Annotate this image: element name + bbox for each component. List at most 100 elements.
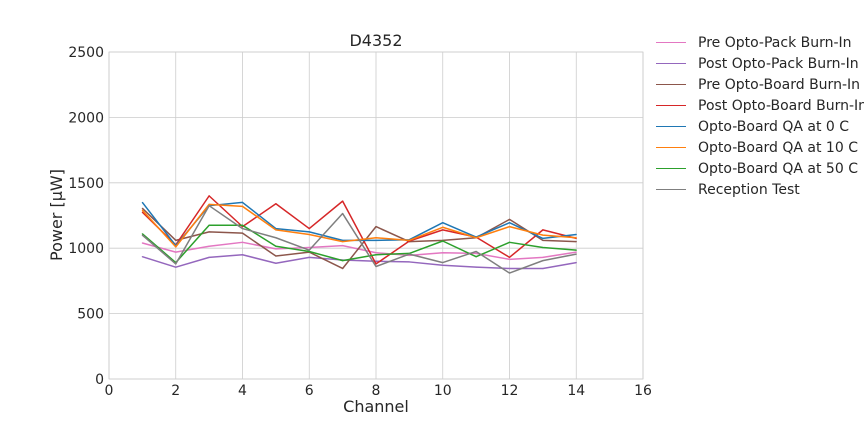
x-tick-label: 10 xyxy=(434,383,452,399)
y-axis-label: Power [μW] xyxy=(47,169,66,261)
data-point xyxy=(442,261,444,264)
data-point xyxy=(408,253,410,255)
x-tick-label: 8 xyxy=(372,383,381,399)
data-point xyxy=(175,263,177,265)
data-point xyxy=(175,246,177,248)
data-point xyxy=(308,233,310,236)
data-point xyxy=(308,227,310,230)
data-point xyxy=(575,241,577,243)
data-point xyxy=(308,246,310,249)
data-point xyxy=(542,256,544,258)
data-point xyxy=(542,234,544,236)
data-point xyxy=(542,237,544,239)
data-point xyxy=(275,245,277,247)
data-point xyxy=(208,231,210,233)
data-point xyxy=(575,249,577,251)
y-tick-label: 1000 xyxy=(68,241,104,257)
data-point xyxy=(275,229,277,231)
data-point xyxy=(508,241,511,243)
data-point xyxy=(141,207,143,209)
series-line-2 xyxy=(142,253,577,270)
legend-label: Post Opto-Board Burn-In xyxy=(698,97,864,114)
legend-item: Pre Opto-Pack Burn-In xyxy=(656,32,864,53)
series-line-8 xyxy=(141,204,577,274)
series-line-3 xyxy=(141,207,577,270)
x-tick-label: 16 xyxy=(634,383,652,399)
series-line-7 xyxy=(141,224,577,264)
series-line-4 xyxy=(141,195,577,265)
legend-label: Post Opto-Pack Burn-In xyxy=(698,55,859,72)
series-line-1 xyxy=(142,241,577,261)
data-point xyxy=(542,246,544,249)
data-point xyxy=(375,254,377,256)
data-point xyxy=(141,234,143,236)
data-point xyxy=(308,231,310,233)
data-point xyxy=(408,239,410,241)
data-point xyxy=(342,260,344,262)
plot-frame xyxy=(108,51,644,380)
x-tick-label: 4 xyxy=(238,383,247,399)
data-point xyxy=(141,233,143,235)
legend-item: Post Opto-Board Burn-In xyxy=(656,95,864,116)
data-point xyxy=(275,255,277,257)
data-point xyxy=(342,241,344,243)
data-point xyxy=(208,224,210,226)
data-point xyxy=(475,256,477,258)
legend-label: Opto-Board QA at 0 C xyxy=(698,118,850,135)
legend-swatch xyxy=(656,168,686,169)
data-point xyxy=(408,254,410,256)
data-point xyxy=(375,252,377,254)
data-point xyxy=(542,239,544,241)
data-point xyxy=(508,272,511,274)
data-point xyxy=(375,239,377,241)
data-point xyxy=(508,226,511,228)
tick-labels: 0 2 4 6 8 10 12 14 16 0 500 1000 1500 2000 2500 xyxy=(68,45,652,399)
data-point xyxy=(241,254,244,256)
legend-swatch xyxy=(656,126,686,127)
data-point xyxy=(542,229,544,231)
data-point xyxy=(375,263,377,265)
data-point xyxy=(508,218,511,221)
data-point xyxy=(442,222,444,224)
series-lines xyxy=(141,195,577,274)
data-point xyxy=(508,256,511,258)
legend-label: Pre Opto-Pack Burn-In xyxy=(698,34,852,51)
legend-swatch xyxy=(656,42,686,43)
y-tick-label: 1500 xyxy=(68,176,104,192)
data-point xyxy=(308,256,310,258)
data-point xyxy=(141,209,143,211)
data-point xyxy=(575,261,577,264)
data-point xyxy=(141,242,143,244)
data-point xyxy=(442,264,444,266)
data-point xyxy=(575,233,577,236)
data-point xyxy=(208,203,210,205)
y-tick-label: 500 xyxy=(77,307,104,323)
legend-label: Opto-Board QA at 50 C xyxy=(698,160,858,177)
data-point xyxy=(141,256,143,258)
data-point xyxy=(308,249,310,251)
data-point xyxy=(141,201,143,204)
x-tick-label: 14 xyxy=(567,383,585,399)
x-tick-label: 12 xyxy=(501,383,519,399)
data-point xyxy=(241,227,244,230)
legend-item: Reception Test xyxy=(656,179,864,200)
data-point xyxy=(342,244,344,247)
data-point xyxy=(175,251,177,253)
data-point xyxy=(508,222,511,224)
x-axis-label: Channel xyxy=(343,397,409,416)
data-point xyxy=(442,226,444,228)
data-point xyxy=(241,201,244,204)
data-point xyxy=(275,237,277,239)
legend-label: Pre Opto-Board Burn-In xyxy=(698,76,860,93)
data-point xyxy=(308,250,310,253)
x-tick-label: 2 xyxy=(171,383,180,399)
data-point xyxy=(375,237,377,239)
data-point xyxy=(208,195,210,197)
data-point xyxy=(241,232,244,234)
legend-item: Pre Opto-Board Burn-In xyxy=(656,74,864,95)
data-point xyxy=(475,266,477,268)
data-point xyxy=(442,252,444,254)
data-point xyxy=(542,260,544,262)
legend-item: Opto-Board QA at 10 C xyxy=(656,137,864,158)
